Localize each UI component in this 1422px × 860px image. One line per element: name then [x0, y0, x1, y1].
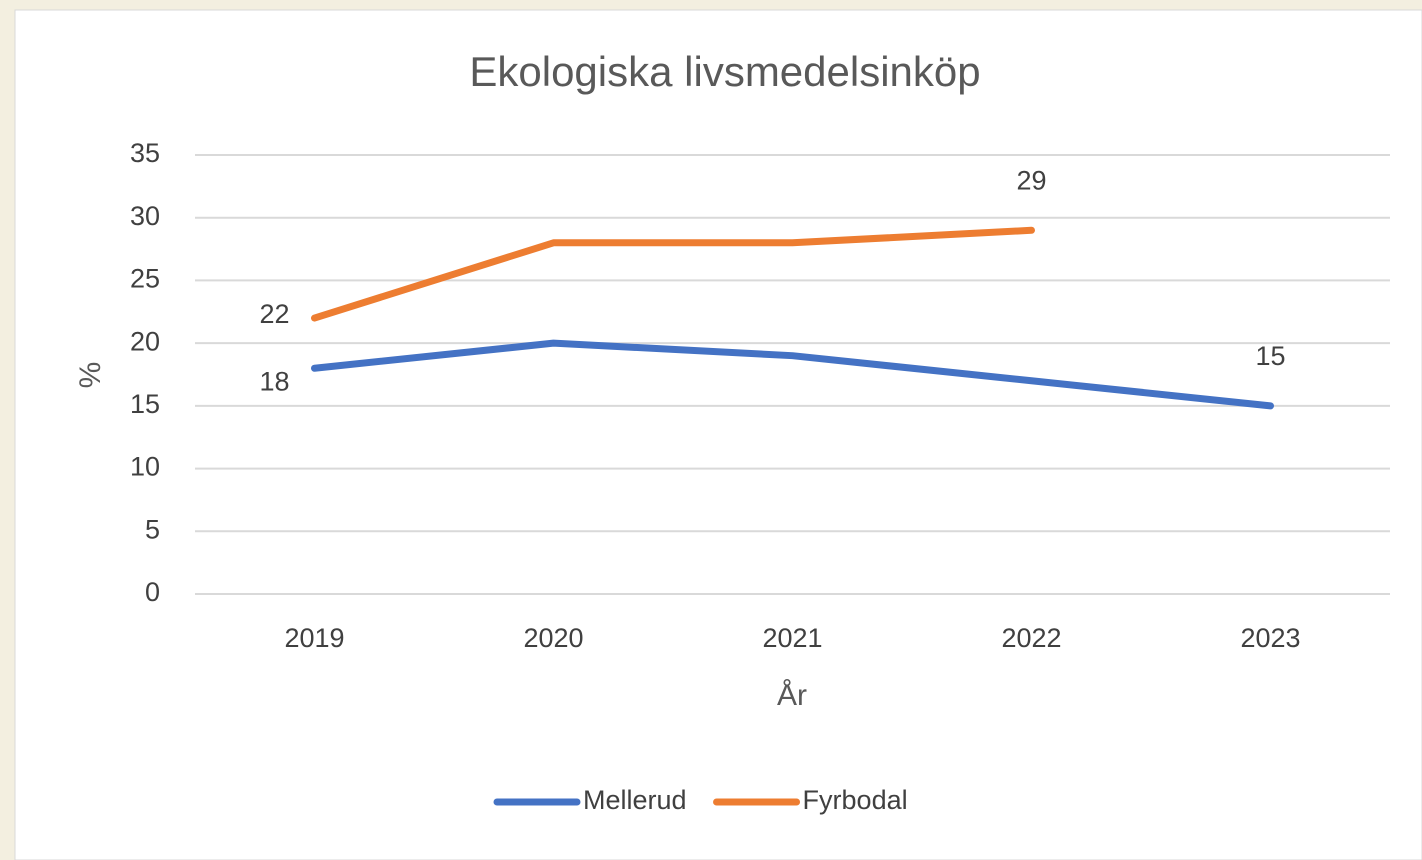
data-line — [311, 339, 1274, 410]
y-tick-label: 35 — [130, 138, 160, 168]
x-tick-label: 2019 — [284, 623, 344, 653]
data-label: 15 — [1255, 341, 1285, 371]
chart-area — [14, 9, 1422, 860]
y-axis-title: % — [74, 362, 107, 389]
y-tick-label: 15 — [130, 389, 160, 419]
y-tick-label: 30 — [130, 201, 160, 231]
data-line — [311, 226, 1035, 322]
legend-label: Mellerud — [583, 785, 687, 815]
data-label: 29 — [1016, 165, 1046, 195]
legend-label: Fyrbodal — [803, 785, 908, 815]
data-label: 18 — [259, 366, 289, 396]
x-tick-label: 2022 — [1001, 623, 1061, 653]
x-tick-label: 2023 — [1240, 623, 1300, 653]
chart-title: Ekologiska livsmedelsinköp — [469, 48, 980, 95]
x-tick-label: 2020 — [523, 623, 583, 653]
y-tick-label: 5 — [145, 514, 160, 544]
data-label: 22 — [259, 299, 289, 329]
y-tick-label: 0 — [145, 577, 160, 607]
x-axis-title: År — [777, 679, 807, 712]
y-tick-label: 10 — [130, 452, 160, 482]
y-tick-label: 25 — [130, 264, 160, 294]
y-tick-label: 20 — [130, 326, 160, 356]
x-tick-label: 2021 — [762, 623, 822, 653]
